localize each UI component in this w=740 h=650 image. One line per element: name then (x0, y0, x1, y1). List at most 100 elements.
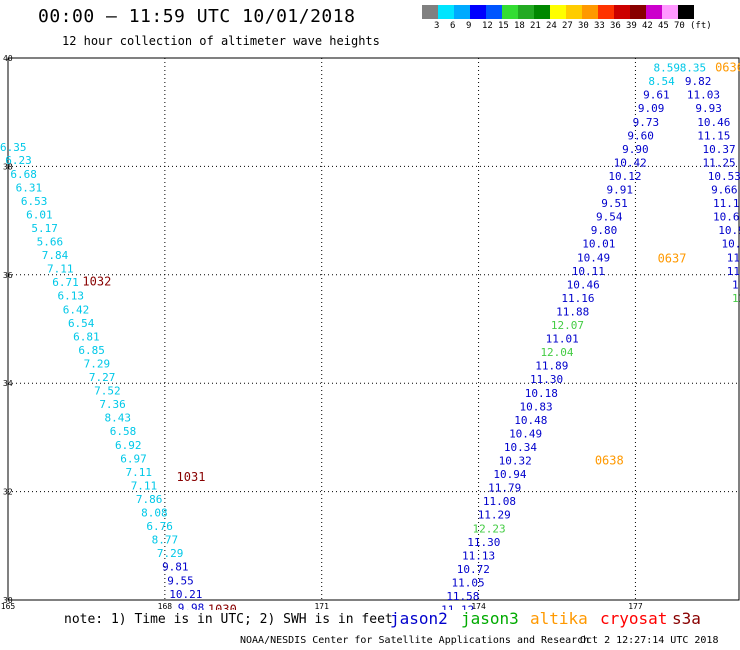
colorbar-swatch (646, 5, 662, 19)
wave-height-label: 11.01 (546, 333, 579, 346)
legend-jason2: jason2 (390, 609, 448, 628)
wave-height-label: 6.13 (57, 290, 84, 303)
wave-height-label: 9.60 (627, 129, 654, 142)
wave-height-label: 6.76 (146, 520, 173, 533)
pass-time-label: 1031 (177, 470, 206, 484)
colorbar-swatch (486, 5, 502, 19)
wave-height-label: 10.34 (504, 441, 537, 454)
colorbar-swatch (678, 5, 694, 19)
credit-text: NOAA/NESDIS Center for Satellite Applica… (240, 635, 590, 646)
y-tick-label: 36 (3, 271, 13, 280)
chart-title: 00:00 – 11:59 UTC 10/01/2018 (38, 6, 356, 27)
wave-height-label: 10.83 (520, 400, 553, 413)
colorbar-label: 42 (642, 21, 653, 31)
wave-height-label: 5.17 (31, 222, 58, 235)
wave-height-label: 6.71 (52, 276, 79, 289)
generated-timestamp: Oct 2 12:27:14 UTC 2018 (580, 635, 719, 646)
wave-height-label: 9.91 (606, 184, 633, 197)
colorbar-label: 24 (546, 21, 557, 31)
colorbar-swatch (518, 5, 534, 19)
wave-height-label: 10.32 (499, 455, 532, 468)
legend-altika: altika (530, 609, 588, 628)
wave-height-label: 6.68 (10, 168, 37, 181)
pass-time-label: 0636 (715, 61, 740, 75)
y-tick-label: 40 (3, 54, 13, 63)
wave-height-label: 12.04 (540, 346, 573, 359)
wave-height-label: 8.43 (105, 412, 132, 425)
x-tick-label: 174 (471, 602, 486, 610)
colorbar-label: 9 (466, 21, 472, 31)
wave-height-label: 9.66 (711, 184, 738, 197)
pass-time-label: 1032 (82, 275, 111, 289)
x-tick-label: 177 (628, 602, 643, 610)
wave-height-label: 9.93 (695, 102, 722, 115)
x-tick-label: 171 (314, 602, 329, 610)
wave-height-label: 6.58 (110, 425, 137, 438)
wave-height-label: 11.89 (535, 360, 568, 373)
wave-height-label: 10.21 (169, 588, 202, 601)
colorbar-swatch (662, 5, 678, 19)
wave-height-label: 11.05 (452, 576, 485, 589)
wave-height-label: 7.52 (94, 385, 121, 398)
wave-height-label: 11.2 (727, 251, 740, 264)
legend-cryosat: cryosat (600, 609, 668, 628)
wave-height-label: 10.49 (577, 251, 610, 264)
wave-height-label: 10.46 (697, 116, 730, 129)
wave-height-label: 10.42 (614, 156, 647, 169)
colorbar-swatch (422, 5, 438, 19)
wave-height-label: 6.54 (68, 317, 95, 330)
wave-height-label: 10.01 (582, 238, 615, 251)
wave-height-label: 10.62 (713, 211, 740, 224)
wave-height-label: 8.08 (141, 507, 168, 520)
wave-height-label: 6.35 (0, 141, 26, 154)
wave-height-label: 10.94 (493, 468, 526, 481)
pass-time-label: 0638 (595, 454, 624, 468)
wave-height-label: 9.80 (591, 224, 618, 237)
wave-height-label: 11.79 (488, 482, 521, 495)
wave-height-label: 6.97 (120, 452, 147, 465)
wave-height-label: 9.82 (685, 75, 712, 88)
wave-height-label: 9.54 (596, 211, 623, 224)
wave-height-label: 8.59 (654, 62, 681, 75)
colorbar-swatch (438, 5, 454, 19)
wave-height-label: 9.90 (622, 143, 649, 156)
y-tick-label: 30 (3, 596, 13, 605)
colorbar-label: 36 (610, 21, 621, 31)
wave-height-label: 10.37 (703, 143, 736, 156)
wave-height-label: 11.12 (441, 604, 474, 610)
wave-height-label: 11.29 (478, 509, 511, 522)
colorbar-label: (ft) (690, 21, 712, 31)
colorbar-label: 21 (530, 21, 541, 31)
wave-height-label: 10.46 (567, 278, 600, 291)
colorbar-swatch (454, 5, 470, 19)
legend-jason3: jason3 (461, 609, 519, 628)
chart-subtitle: 12 hour collection of altimeter wave hei… (62, 34, 380, 48)
colorbar-swatch (470, 5, 486, 19)
wave-height-label: 12.5 (732, 292, 740, 305)
colorbar-label: 18 (514, 21, 525, 31)
wave-height-label: 6.81 (73, 330, 100, 343)
wave-height-label: 10.12 (608, 170, 641, 183)
wave-height-label: 10.49 (509, 427, 542, 440)
wave-height-label: 9.98 (178, 601, 205, 610)
wave-height-label: 11.15 (697, 129, 730, 142)
pass-time-label: 0637 (658, 251, 687, 265)
colorbar-swatch (630, 5, 646, 19)
wave-height-label: 9.61 (643, 89, 670, 102)
wave-height-label: 10.53 (708, 170, 740, 183)
colorbar-label: 15 (498, 21, 509, 31)
pass-time-label: 1030 (208, 603, 237, 610)
colorbar-swatch (502, 5, 518, 19)
note-text: note: 1) Time is in UTC; 2) SWH is in fe… (64, 612, 393, 627)
colorbar-label: 45 (658, 21, 669, 31)
colorbar-swatch (534, 5, 550, 19)
colorbar-label: 6 (450, 21, 456, 31)
wave-height-label: 11.5 (727, 265, 740, 278)
wave-height-label: 11.25 (703, 156, 736, 169)
wave-height-label: 7.29 (157, 547, 184, 560)
wave-height-label: 12.07 (551, 319, 584, 332)
y-tick-label: 34 (3, 379, 13, 388)
wave-height-label: 6.23 (5, 154, 32, 167)
colorbar-swatch (614, 5, 630, 19)
wave-height-label: 7.11 (131, 479, 158, 492)
